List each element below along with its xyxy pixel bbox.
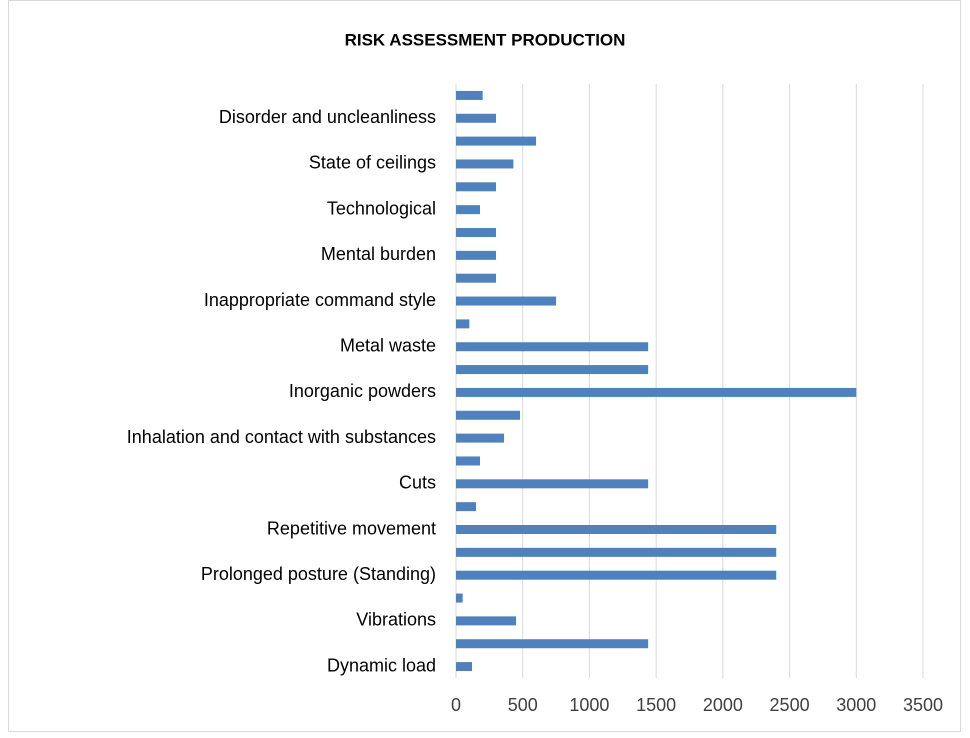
bar bbox=[456, 662, 473, 672]
bar bbox=[456, 136, 537, 146]
bar bbox=[456, 433, 505, 443]
bar bbox=[456, 593, 463, 603]
bar bbox=[456, 159, 514, 169]
x-tick-label: 3000 bbox=[836, 695, 876, 715]
bar bbox=[456, 319, 470, 329]
bar bbox=[456, 639, 649, 649]
bar bbox=[456, 342, 649, 352]
y-tick-label: Inappropriate command style bbox=[204, 290, 436, 310]
chart-title: RISK ASSESSMENT PRODUCTION bbox=[345, 30, 626, 49]
y-tick-label: Disorder and uncleanliness bbox=[219, 107, 436, 127]
bar bbox=[456, 547, 777, 557]
y-tick-label: Inorganic powders bbox=[289, 381, 436, 401]
x-tick-label: 3500 bbox=[903, 695, 943, 715]
y-tick-label: Mental burden bbox=[321, 244, 436, 264]
y-tick-label: State of ceilings bbox=[309, 153, 436, 173]
y-tick-label: Repetitive movement bbox=[267, 518, 436, 538]
bar bbox=[456, 90, 483, 100]
bar bbox=[456, 570, 777, 580]
bar bbox=[456, 250, 497, 260]
y-tick-label: Metal waste bbox=[340, 335, 436, 355]
bar bbox=[456, 616, 517, 626]
y-tick-label: Dynamic load bbox=[327, 655, 436, 675]
bar bbox=[456, 273, 497, 283]
bar bbox=[456, 525, 777, 534]
bar bbox=[456, 456, 481, 466]
bar bbox=[456, 387, 857, 397]
bar bbox=[456, 502, 477, 512]
bar bbox=[456, 479, 649, 489]
y-tick-label: Prolonged posture (Standing) bbox=[201, 564, 436, 584]
y-tick-label: Inhalation and contact with substances bbox=[127, 427, 436, 447]
x-tick-label: 1000 bbox=[569, 695, 609, 715]
bar bbox=[456, 296, 557, 306]
bar bbox=[456, 182, 497, 192]
bar bbox=[456, 410, 521, 420]
bar bbox=[456, 205, 481, 215]
bar bbox=[456, 365, 649, 375]
x-tick-label: 2000 bbox=[703, 695, 743, 715]
x-tick-label: 0 bbox=[451, 695, 461, 715]
x-tick-label: 2500 bbox=[770, 695, 810, 715]
bar bbox=[456, 228, 497, 237]
bar bbox=[456, 113, 497, 123]
x-tick-label: 500 bbox=[508, 695, 538, 715]
x-tick-label: 1500 bbox=[636, 695, 676, 715]
y-tick-label: Technological bbox=[327, 198, 436, 218]
y-tick-label: Vibrations bbox=[356, 610, 436, 630]
y-tick-label: Cuts bbox=[399, 473, 436, 493]
